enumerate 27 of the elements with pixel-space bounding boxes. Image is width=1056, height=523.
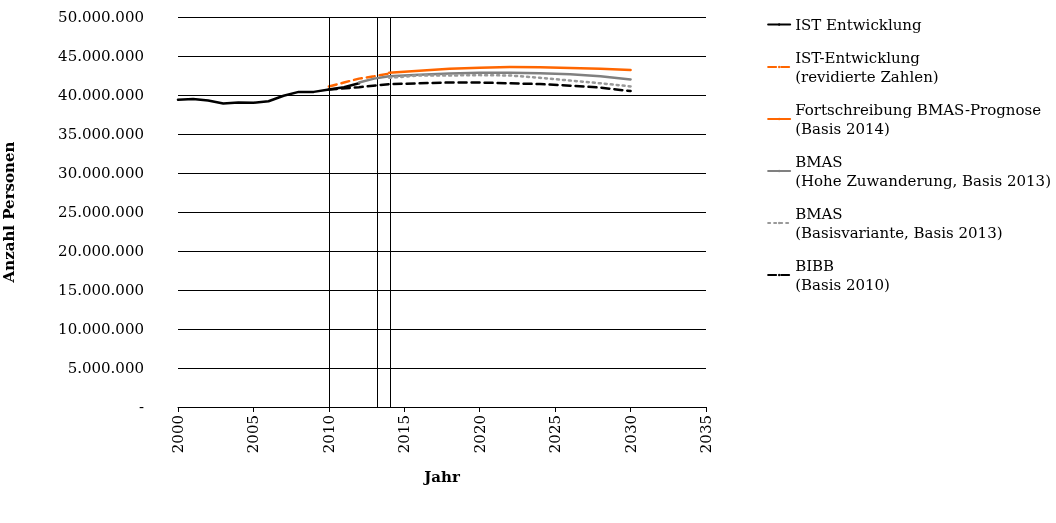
- x-tick-label: 2030: [621, 415, 640, 454]
- legend-label: BMAS (Basisvariante, Basis 2013): [795, 204, 1003, 242]
- y-tick-label: 35.000.000: [58, 125, 144, 143]
- x-tick-label: 2015: [395, 415, 414, 454]
- y-tick-label: 40.000.000: [58, 86, 144, 104]
- x-tick-label: 2000: [169, 415, 187, 454]
- x-tick-label: 2005: [244, 415, 263, 454]
- y-tick-label: 45.000.000: [58, 47, 144, 65]
- y-tick-label: -: [138, 398, 144, 416]
- x-axis-title: Jahr: [422, 467, 461, 486]
- y-tick-label: 30.000.000: [58, 164, 144, 182]
- y-tick-label: 50.000.000: [58, 8, 144, 26]
- y-tick-label: 5.000.000: [67, 359, 144, 377]
- legend-label: Fortschreibung BMAS-Prognose (Basis 2014): [795, 100, 1042, 138]
- legend-label: IST Entwicklung: [795, 15, 922, 34]
- y-tick-label: 15.000.000: [58, 281, 144, 299]
- y-tick-label: 10.000.000: [58, 320, 144, 338]
- x-tick-label: 2025: [546, 415, 565, 454]
- legend-label: BMAS (Hohe Zuwanderung, Basis 2013): [795, 152, 1051, 190]
- y-tick-label: 20.000.000: [58, 242, 144, 260]
- legend-label: IST-Entwicklung (revidierte Zahlen): [795, 48, 939, 86]
- x-tick-label: 2020: [470, 415, 489, 454]
- y-axis-title: Anzahl Personen: [0, 141, 18, 284]
- x-tick-label: 2010: [319, 415, 338, 454]
- legend-label: BIBB (Basis 2010): [795, 256, 890, 294]
- y-tick-label: 25.000.000: [58, 203, 144, 221]
- x-tick-label: 2035: [697, 415, 715, 454]
